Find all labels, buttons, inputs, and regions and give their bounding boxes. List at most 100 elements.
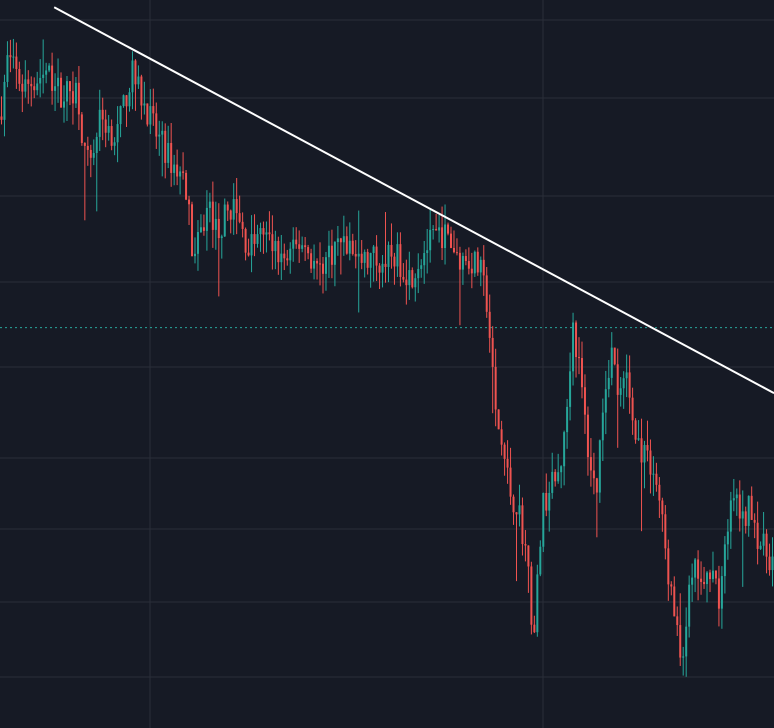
candle-body [634,420,637,440]
candle [720,566,723,629]
candle-body [429,229,432,251]
candle-body [414,278,417,288]
candle [598,439,601,503]
candle [548,481,551,532]
candle [295,227,298,249]
trendline[interactable] [53,6,774,395]
candle-body [21,83,24,92]
candle [125,95,128,127]
candle-body [65,81,68,102]
candle [372,244,375,282]
candle [354,240,357,269]
candle-body [77,82,80,115]
candle-body [339,238,342,243]
candle [473,250,476,277]
candle-body [491,337,494,367]
candle-body [39,77,42,84]
candle-body [298,244,301,249]
candle-body [470,268,473,274]
candle [286,249,289,266]
candle-body [268,232,271,235]
candle [360,240,363,270]
candle [319,242,322,286]
candle-body [610,347,613,378]
candle-body [399,244,402,277]
candle [607,359,610,398]
candle-body [313,260,316,269]
candle [554,469,557,487]
candle [688,575,691,638]
candle [321,256,324,294]
candle-body [74,82,77,104]
candle [384,212,387,283]
candle-body [420,265,423,269]
candle-body [146,103,149,125]
candle [342,215,345,256]
candle [57,58,60,103]
candle [738,480,741,532]
candle-body [330,245,333,265]
candle-body [551,471,554,493]
candle [316,258,319,280]
candle [304,237,307,261]
candle-body [533,624,536,633]
candle [461,252,464,285]
candle-body [768,556,771,571]
candle [649,439,652,494]
candle-body [226,204,229,211]
candle-body [753,519,756,523]
candle-body [45,70,48,75]
candle [771,537,774,587]
candle [569,352,572,421]
candle-body [729,500,732,532]
candle [211,181,214,248]
candle-body [598,440,601,493]
candle [676,606,679,636]
candle [455,238,458,256]
candle-body [723,544,726,577]
candle [167,125,170,169]
candle-body [548,492,551,511]
candle [488,294,491,353]
candle-body [101,109,104,120]
candle-body [188,199,191,205]
candle-body [256,234,259,244]
candle-body [613,347,616,365]
candle-body [27,79,30,84]
candle-body [700,578,703,582]
candle-body [744,511,747,526]
candle [131,51,134,110]
candle [214,201,217,250]
candle [223,198,226,238]
candle [744,506,747,534]
candle-body [149,106,152,125]
candle-body [6,55,9,82]
candle [747,495,750,537]
candle [196,220,199,271]
candle-body [521,505,524,545]
candle-body [643,445,646,463]
candle [685,607,688,677]
candle [527,545,530,593]
candle-body [506,458,509,468]
candle [134,59,137,111]
candle [238,195,241,224]
candle-body [530,566,533,625]
candle [327,230,330,278]
candle [191,201,194,257]
candle [179,166,182,195]
candle-body [485,275,488,312]
candle-body [756,522,759,549]
candle-body [119,106,122,125]
candle [6,41,9,88]
candle [643,440,646,489]
candle-body [316,260,319,264]
candle-body [185,172,188,200]
candle [637,420,640,441]
candle-body [691,577,694,585]
candle-body [765,533,768,557]
candle-body [107,126,110,133]
